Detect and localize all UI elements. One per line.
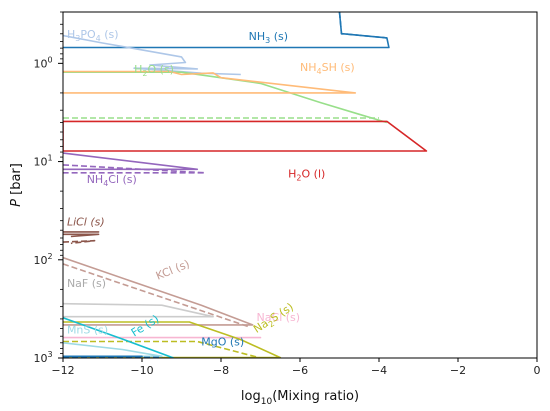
annotation-5: NH4Cl (s) — [87, 173, 137, 188]
annotation-6: LiCl (s) — [67, 216, 105, 229]
annotation-11-part-0: MnS (s) — [67, 323, 108, 336]
annotation-10-part-1: 2 — [267, 319, 276, 329]
annotation-4: H2O (l) — [288, 167, 325, 182]
annotation-6-part-0: LiCl (s) — [67, 216, 105, 229]
series-line-8 — [63, 164, 206, 174]
annotation-4-part-2: O (l) — [302, 167, 326, 180]
annotation-5-part-2: Cl (s) — [108, 173, 137, 186]
annotation-3: NH4SH (s) — [300, 61, 355, 76]
y-tick-exp-3: 3 — [47, 350, 52, 359]
annotation-7: KCl (s) — [154, 257, 191, 282]
y-tick-base-1: 10 — [33, 156, 47, 169]
x-axis-label-main: log — [241, 389, 261, 404]
annotation-1-part-0: NH — [249, 30, 266, 43]
y-tick-label-0: 100 — [33, 55, 52, 70]
x-tick-label-3: −6 — [292, 364, 308, 377]
y-tick-exp-2: 2 — [47, 252, 52, 261]
series-line-11 — [63, 239, 96, 245]
series-line-5 — [63, 70, 357, 94]
annotation-8-part-0: NaF (s) — [67, 277, 106, 290]
annotation-0-part-0: H — [67, 28, 75, 41]
annotation-7-part-0: KCl (s) — [154, 257, 191, 282]
series-layer — [63, 12, 428, 358]
series-line-12 — [63, 256, 254, 326]
annotation-layer: H3PO4 (s) NH3 (s)H2O (s) NH4SH (s)H2O (l)N… — [67, 28, 355, 349]
y-axis-label-unit: [bar] — [9, 163, 24, 195]
annotation-1-part-2: (s) — [270, 30, 288, 43]
series-line-6 — [63, 120, 428, 152]
y-axis-label-var: P — [9, 199, 24, 207]
x-tick-label-6: 0 — [534, 364, 541, 377]
series-line-14 — [63, 302, 214, 318]
annotation-2-part-1: 2 — [142, 69, 147, 78]
x-tick-label-0: −12 — [51, 364, 74, 377]
x-tick-label-2: −8 — [213, 364, 229, 377]
x-axis-label-sub: 10 — [261, 397, 273, 407]
series-line-1 — [338, 12, 387, 39]
y-tick-base-2: 10 — [33, 254, 47, 267]
annotation-4-part-1: 2 — [296, 173, 301, 182]
y-tick-base-3: 10 — [33, 352, 47, 365]
annotation-0: H3PO4 (s) — [67, 28, 119, 43]
annotation-3-part-1: 4 — [317, 67, 322, 76]
y-tick-label-2: 102 — [33, 252, 52, 267]
annotation-0-part-3: 4 — [96, 34, 101, 43]
annotation-8: NaF (s) — [67, 277, 106, 290]
series-line-7 — [63, 152, 199, 171]
annotation-5-part-0: NH — [87, 173, 104, 186]
annotation-2: H2O (s) — [134, 63, 174, 78]
y-tick-exp-1: 1 — [47, 154, 52, 163]
annotation-0-part-2: PO — [80, 28, 96, 41]
y-tick-base-0: 10 — [33, 57, 47, 70]
annotation-3-part-0: NH — [300, 61, 317, 74]
series-line-10 — [63, 233, 100, 238]
x-tick-label-1: −10 — [130, 364, 153, 377]
annotation-1-part-1: 3 — [265, 36, 270, 45]
x-axis-label-rest: (Mixing ratio) — [272, 389, 359, 404]
annotation-1: NH3 (s) — [249, 30, 288, 45]
annotation-0-part-4: (s) — [101, 28, 119, 41]
annotation-9: NaCl (s) — [257, 311, 301, 324]
annotation-0-part-1: 3 — [75, 34, 80, 43]
series-line-13 — [63, 263, 249, 328]
annotation-2-part-0: H — [134, 63, 142, 76]
annotation-13: MgO (s) — [201, 336, 244, 349]
x-tick-label-5: −2 — [450, 364, 466, 377]
series-line-19 — [63, 317, 174, 358]
annotation-13-part-0: MgO (s) — [201, 336, 244, 349]
annotation-5-part-1: 4 — [103, 179, 108, 188]
series-line-3 — [63, 71, 388, 124]
x-axis-label: log10(Mixing ratio) — [241, 389, 359, 407]
series-line-18 — [63, 342, 163, 358]
annotation-3-part-2: SH (s) — [322, 61, 355, 74]
annotation-9-part-0: NaCl (s) — [257, 311, 301, 324]
x-axis: −12 −10 −8 −6 −4 −2 0 — [51, 358, 541, 377]
y-tick-label-1: 101 — [33, 154, 52, 169]
annotation-11: MnS (s) — [67, 323, 108, 336]
y-tick-exp-0: 0 — [47, 55, 52, 64]
y-tick-label-3: 103 — [33, 350, 52, 365]
annotation-2-part-2: O (s) — [147, 63, 173, 76]
x-tick-label-4: −4 — [371, 364, 387, 377]
y-axis-label: P [bar] — [9, 163, 24, 207]
annotation-4-part-0: H — [288, 167, 296, 180]
